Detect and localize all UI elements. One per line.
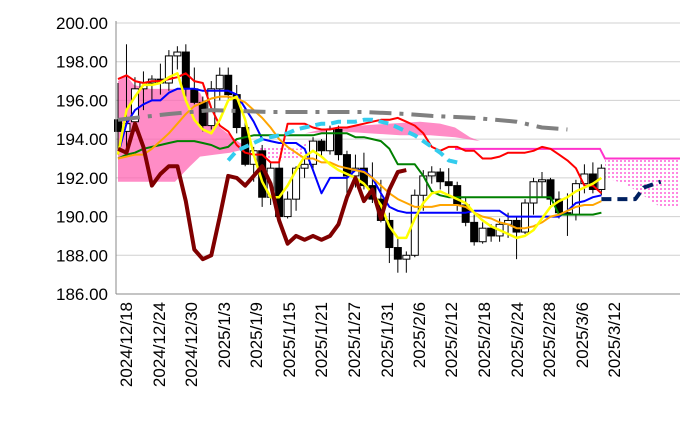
candle-body [198,101,207,127]
x-tick-labels: 2024/12/18 2024/12/24 2024/12/30 2025/1/3 20… [117,302,624,387]
y-tick-labels: 186.00 188.00 190.00 192.00 194.00 196.00 198.… [56,14,108,304]
x-tick-label: 2025/3/6 [573,302,592,368]
x-tick-label: 2025/2/6 [410,302,429,368]
y-tick-label: 188.00 [56,246,108,265]
candle-body [342,154,351,177]
candle-body [317,140,326,152]
x-tick-label: 2025/1/9 [247,302,266,368]
candle-body [283,198,292,218]
x-tick-label: 2025/1/15 [280,302,299,378]
y-tick-label: 192.00 [56,169,108,188]
candle-body [224,74,233,96]
x-tick-label: 2025/1/31 [378,302,397,378]
x-tick-label: 2024/12/30 [182,302,201,387]
cloud-area [605,158,680,207]
y-tick-label: 196.00 [56,91,108,110]
candle-body [190,88,199,103]
indicator-line [601,179,662,202]
candle-body [529,181,538,204]
candle-body [173,51,182,57]
indicator-line [117,72,603,195]
candle-body [385,219,394,249]
candle-body [427,171,436,177]
candle-body [393,247,402,260]
candle-body [164,55,173,84]
candle-body [436,171,445,183]
candle-body [538,179,546,183]
x-tick-label: 2024/12/18 [117,302,136,387]
axes [115,21,680,295]
x-tick-label: 2025/2/28 [540,302,559,378]
y-tick-label: 198.00 [56,53,108,72]
x-tick-label: 2025/2/24 [508,302,527,378]
x-tick-label: 2025/1/27 [345,302,364,378]
y-tick-label: 190.00 [56,208,108,227]
candle-body [478,227,487,243]
cloud-boundary [455,147,680,160]
candle-body [300,163,309,169]
candle-body [470,221,479,243]
indicator-line [117,132,602,216]
x-tick-label: 2025/1/21 [312,302,331,378]
candle-body [402,254,411,260]
candle-body [181,51,190,90]
candle-body [453,185,462,206]
x-tick-label: 2025/2/12 [442,302,461,378]
x-tick-label: 2024/12/24 [150,302,169,387]
x-tick-label: 2025/1/3 [215,302,234,368]
indicator-lines [116,72,662,262]
x-tick-label: 2025/3/12 [605,302,624,378]
x-tick-label: 2025/2/18 [475,302,494,378]
indicator-line [117,95,602,230]
y-tick-label: 194.00 [56,130,108,149]
indicator-line [117,108,568,132]
cloud-area [260,139,310,161]
candle-body [444,181,453,187]
indicator-line [117,121,407,262]
candle-body [334,128,343,156]
indicator-line [116,72,603,240]
candle-body [571,183,580,216]
candle-body [487,227,496,237]
y-tick-label: 186.00 [56,285,108,304]
candle-body [215,74,224,90]
y-tick-label: 200.00 [56,14,108,33]
